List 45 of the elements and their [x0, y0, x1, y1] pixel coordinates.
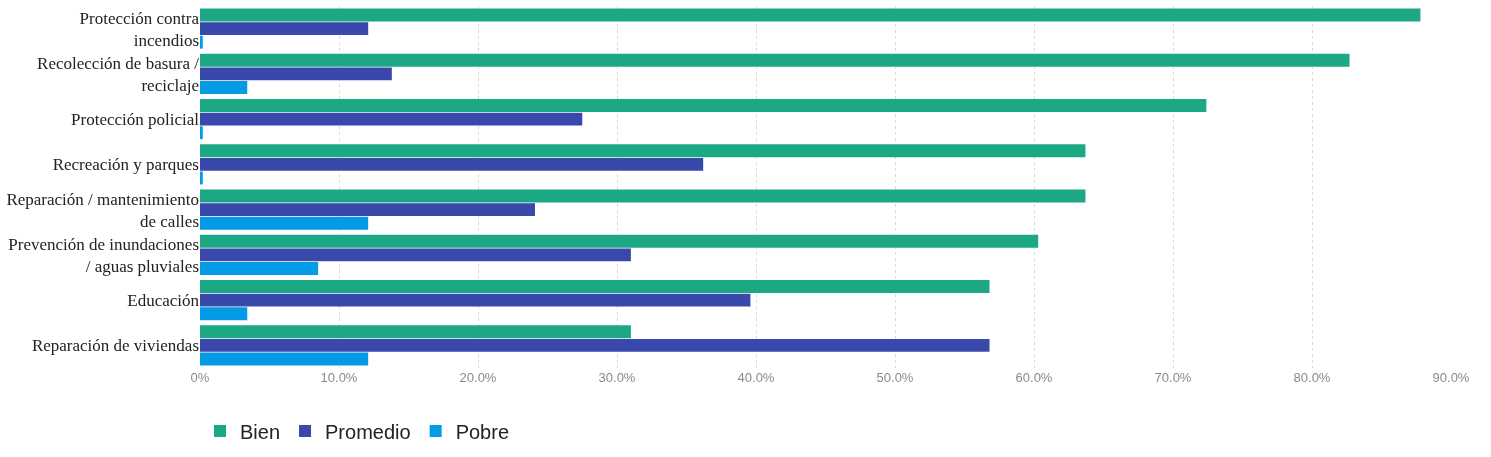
x-tick-label: 50.0%	[876, 370, 914, 385]
bar	[200, 325, 631, 339]
y-tick-label: Protección contra incendios	[79, 8, 200, 50]
x-tick-label: 80.0%	[1293, 370, 1331, 385]
bar	[200, 35, 203, 49]
x-tick-label: 20.0%	[459, 370, 497, 385]
bar	[200, 189, 1086, 203]
bar	[200, 203, 535, 217]
bar	[200, 338, 990, 352]
bar	[200, 280, 990, 293]
bar	[200, 53, 1350, 67]
bar	[200, 112, 583, 126]
y-tick-label: Prevención de inundaciones / aguas pluviales	[8, 234, 199, 276]
x-tick-label: 0%	[190, 370, 210, 385]
bar	[200, 216, 369, 230]
bar	[200, 234, 1039, 248]
bar	[200, 99, 1207, 112]
legend-label: Promedio	[325, 420, 411, 443]
legend-label: Bien	[240, 420, 281, 443]
y-tick-label: Educación	[127, 291, 200, 311]
bar	[200, 126, 203, 140]
bar	[200, 22, 369, 36]
bar	[200, 293, 751, 307]
bar	[200, 171, 203, 185]
bar	[200, 8, 1421, 22]
bar	[200, 81, 248, 94]
bar	[200, 352, 369, 366]
x-tick-label: 10.0%	[320, 370, 358, 385]
y-tick-label: Recolección de basura / reciclaje	[37, 53, 200, 95]
x-tick-label: 60.0%	[1015, 370, 1053, 385]
bar	[200, 307, 248, 321]
bar	[200, 157, 704, 171]
y-tick-label: Protección policial	[71, 110, 200, 130]
bar	[200, 144, 1086, 158]
x-tick-label: 70.0%	[1154, 370, 1192, 385]
x-tick-label: 90.0%	[1432, 370, 1470, 385]
y-tick-label: Reparación / mantenimiento de calles	[6, 189, 199, 231]
bar	[200, 67, 392, 81]
bar	[200, 248, 631, 262]
x-tick-label: 30.0%	[598, 370, 636, 385]
x-tick-label: 40.0%	[737, 370, 775, 385]
y-tick-label: Reparación de viviendas	[31, 336, 199, 356]
legend-label: Pobre	[455, 420, 510, 443]
bar	[200, 262, 319, 275]
y-tick-label: Recreación y parques	[52, 155, 199, 175]
